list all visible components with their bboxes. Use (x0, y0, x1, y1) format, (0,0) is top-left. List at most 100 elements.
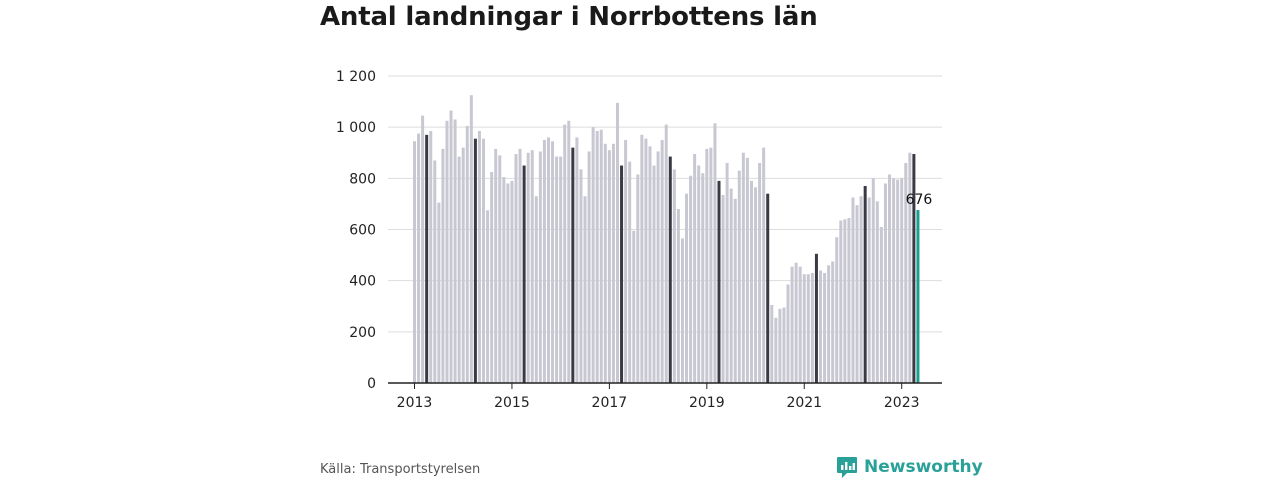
bar (851, 197, 855, 383)
bar (599, 129, 603, 383)
highlighted-bar (571, 147, 575, 383)
bar (798, 266, 802, 383)
bar (810, 272, 814, 383)
y-tick-label: 400 (349, 274, 376, 290)
bar (754, 187, 758, 383)
bar (733, 198, 737, 383)
bar (737, 170, 741, 383)
x-tick-label: 2019 (689, 395, 725, 411)
chart-title: Antal landningar i Norrbottens län (320, 2, 818, 32)
bar (705, 148, 709, 383)
bar (441, 148, 445, 383)
bar (579, 169, 583, 383)
bar (457, 156, 461, 383)
bar (883, 183, 887, 383)
bar (648, 146, 652, 383)
highlighted-bar (717, 180, 721, 383)
bar (616, 102, 619, 384)
bar (498, 155, 502, 383)
bar (892, 178, 896, 383)
bar (741, 152, 745, 383)
bar (871, 178, 875, 383)
bar (770, 304, 774, 383)
highlighted-bar (473, 138, 477, 383)
bar (628, 161, 632, 383)
y-tick-label: 1 000 (336, 120, 376, 136)
x-tick-label: 2023 (884, 395, 920, 411)
bar (672, 169, 676, 383)
bar (664, 124, 668, 384)
bar (477, 131, 481, 383)
bar (823, 272, 827, 383)
bar (583, 196, 587, 383)
bar (490, 171, 494, 383)
bar (469, 95, 473, 383)
brand-logo[interactable]: Newsworthy (836, 455, 983, 479)
bar (644, 138, 648, 383)
highlighted-bar (912, 154, 916, 383)
bar (831, 261, 835, 383)
bar (482, 138, 486, 383)
bar (526, 152, 530, 383)
bar (713, 123, 717, 383)
highlighted-bar (522, 165, 526, 383)
x-tick-label: 2013 (397, 395, 433, 411)
y-tick-label: 0 (367, 376, 376, 392)
x-tick-label: 2017 (592, 395, 628, 411)
bar (900, 178, 904, 383)
bar (652, 165, 656, 383)
axes (388, 382, 942, 389)
bar (591, 127, 595, 383)
bar (632, 230, 636, 383)
bar (518, 148, 522, 383)
y-tick-label: 200 (349, 325, 376, 341)
bar (790, 266, 794, 383)
bar (908, 152, 912, 383)
highlighted-bar (814, 253, 818, 383)
bar (774, 317, 778, 383)
bar (839, 220, 843, 383)
bar (559, 156, 563, 383)
bar (437, 202, 441, 383)
bar (725, 162, 729, 383)
bar (461, 147, 465, 383)
bar (494, 148, 498, 383)
bar (835, 237, 839, 383)
bar (847, 217, 851, 383)
labels: 0 200 400 600 800 1 000 1 200 2013 2015 2017 2019 2… (336, 69, 932, 411)
bar (538, 151, 542, 383)
bar (786, 284, 790, 383)
bar (534, 196, 538, 383)
latest-value-label: 676 (906, 192, 933, 208)
bar (429, 131, 433, 383)
bar (587, 151, 591, 383)
bar (879, 226, 883, 383)
bar (693, 154, 697, 383)
bar (563, 124, 567, 384)
bar-chart-logo-icon (837, 457, 857, 478)
bar (624, 139, 628, 383)
bar (904, 162, 908, 383)
bar (486, 210, 490, 383)
bar (530, 150, 534, 383)
bar (546, 137, 550, 383)
bar (502, 177, 506, 383)
bar (542, 139, 546, 383)
highlighted-bar (425, 134, 429, 383)
y-tick-label: 1 200 (336, 69, 376, 85)
bar (510, 180, 514, 383)
bar (636, 174, 640, 383)
bar (656, 151, 660, 383)
brand-name: Newsworthy (864, 457, 983, 477)
bar (827, 265, 831, 383)
bar (709, 147, 713, 383)
source-note: Källa: Transportstyrelsen (320, 462, 481, 477)
bar (421, 115, 425, 384)
bar (859, 196, 863, 383)
bar (855, 205, 859, 383)
bar (611, 143, 615, 383)
bar (778, 308, 782, 383)
bar (762, 147, 766, 383)
bar (595, 131, 599, 383)
